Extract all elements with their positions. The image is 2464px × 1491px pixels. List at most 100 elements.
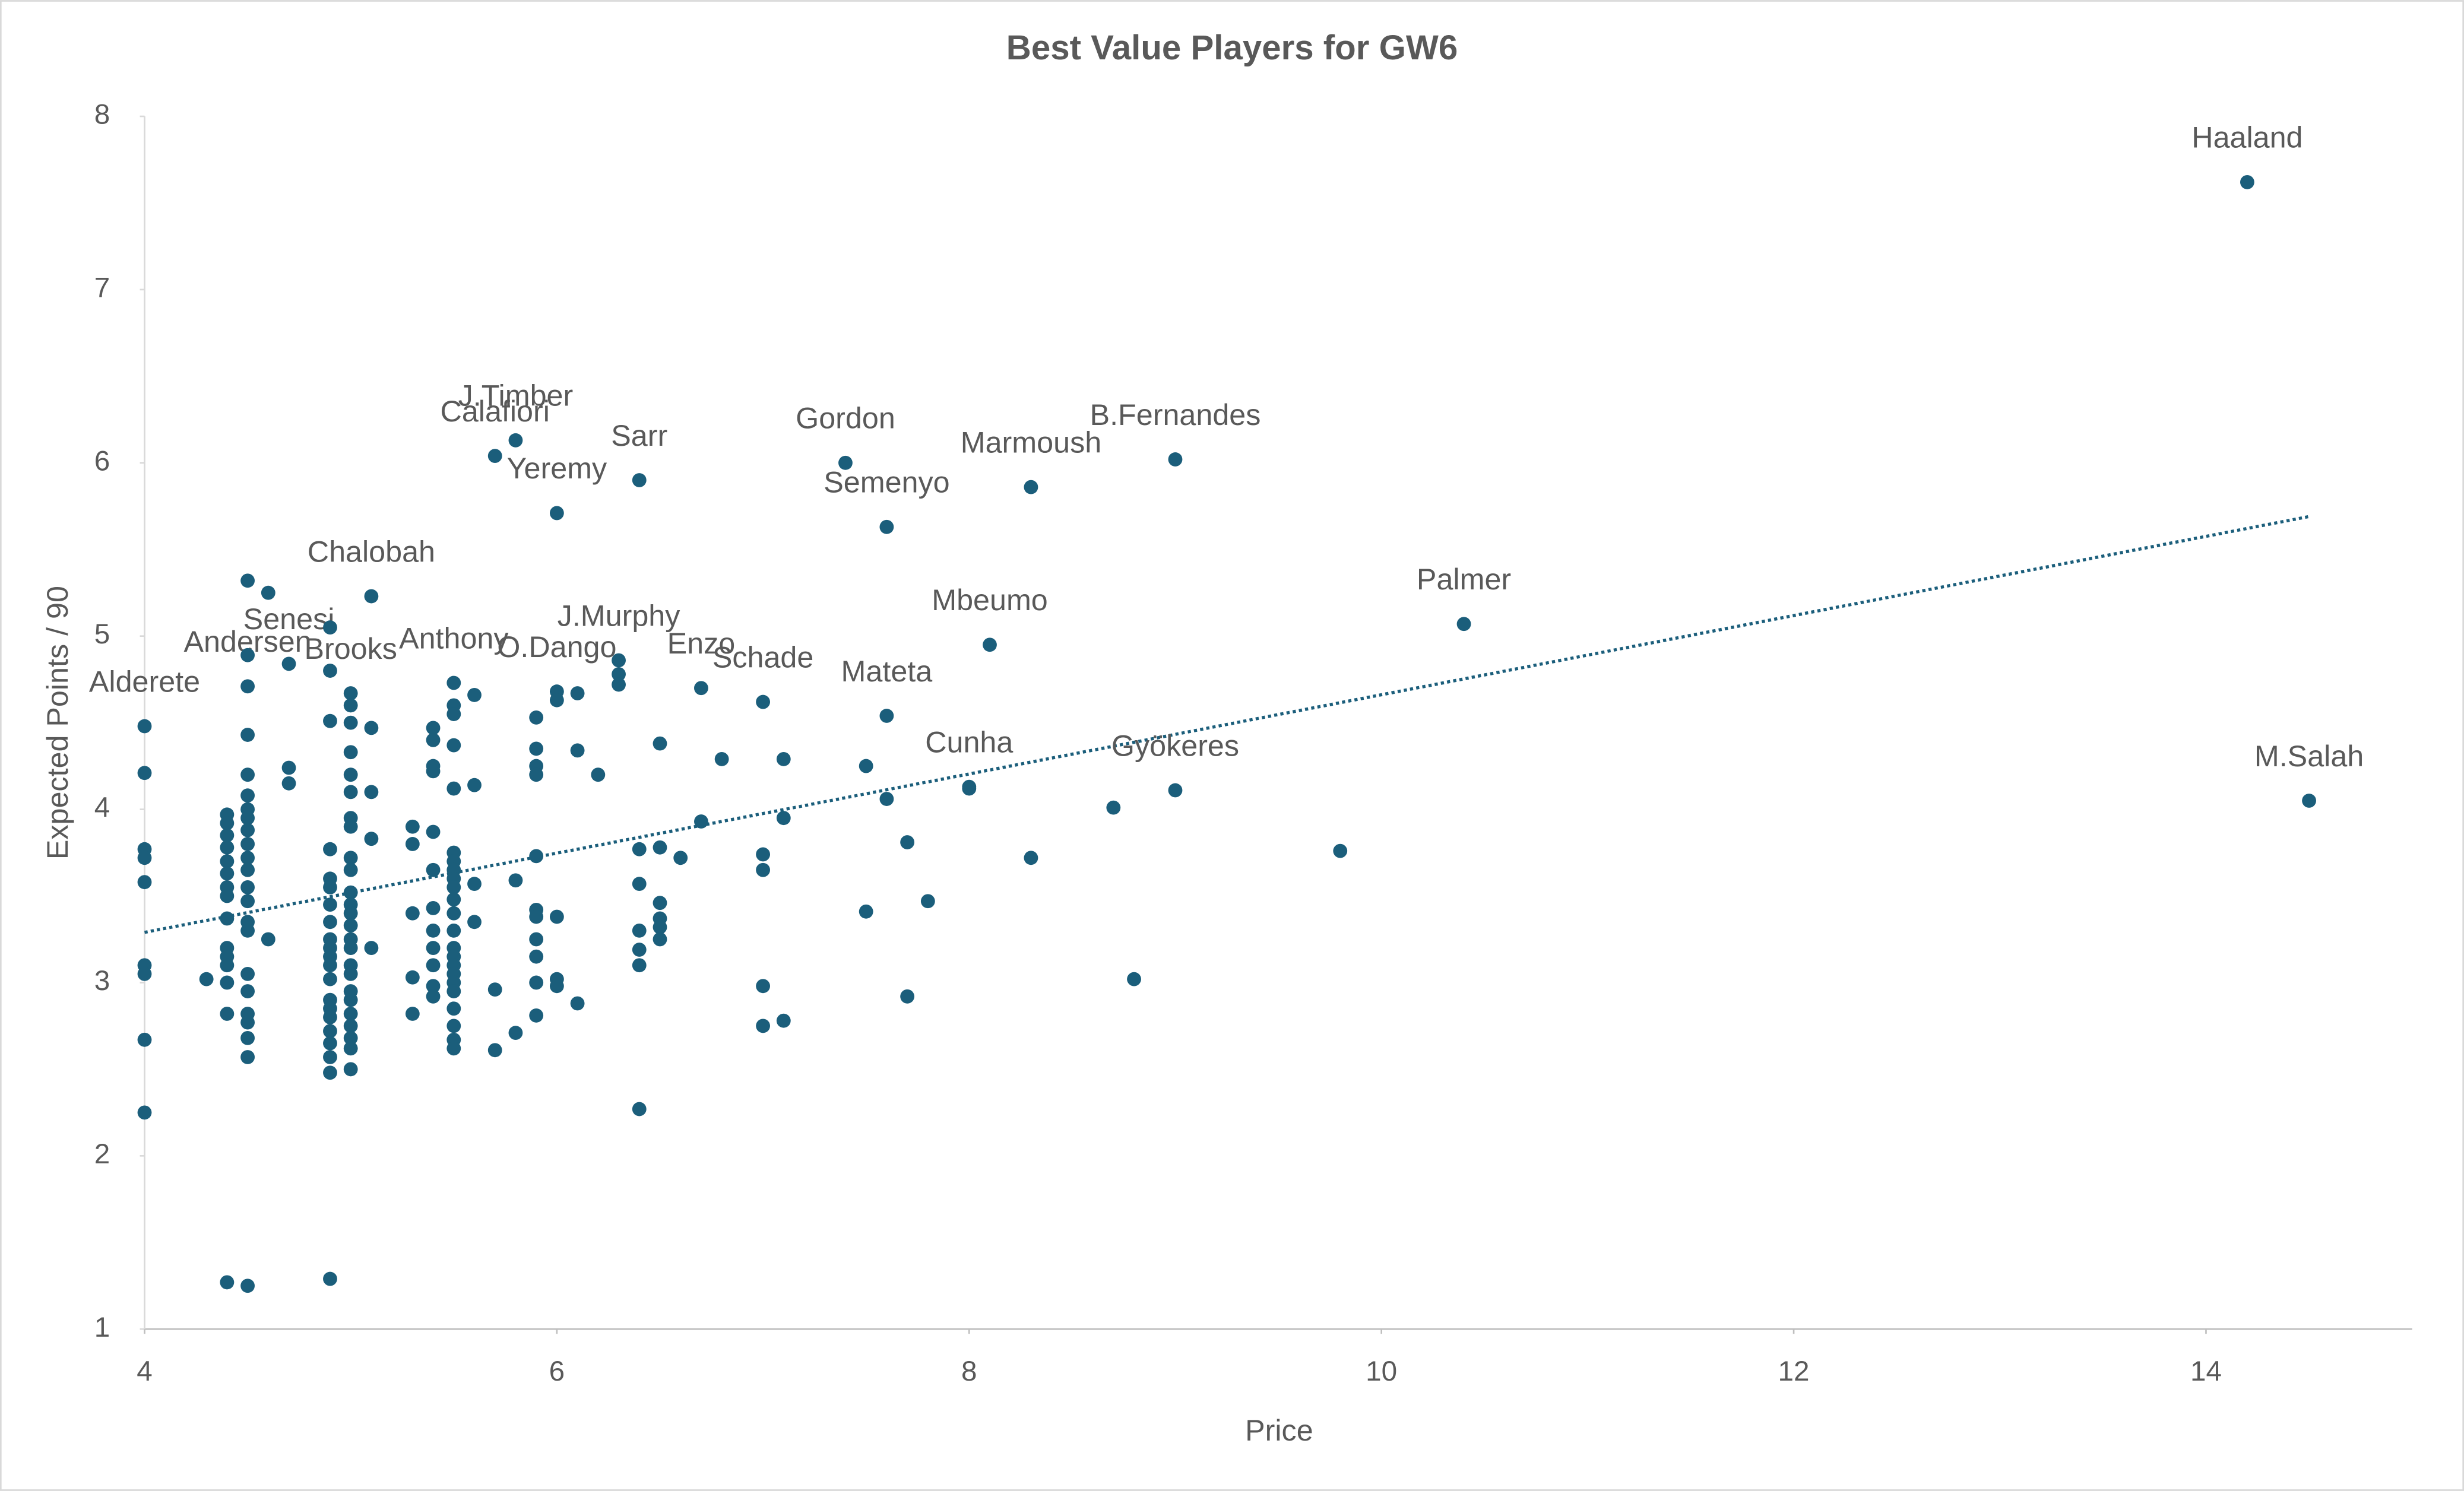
point (2240, 175, 2254, 189)
point (364, 785, 379, 800)
point (612, 653, 626, 668)
point (364, 941, 379, 955)
data-label: Mateta (841, 654, 933, 688)
point (343, 851, 358, 865)
point (653, 736, 667, 751)
point (426, 979, 441, 994)
point (1106, 800, 1121, 815)
point (529, 949, 544, 964)
point (632, 943, 647, 957)
point (426, 923, 441, 938)
point (446, 906, 461, 921)
point (323, 915, 337, 930)
point (508, 1026, 523, 1040)
point (220, 1007, 235, 1021)
point (405, 837, 420, 851)
point (240, 1030, 255, 1045)
data-label: Senesi (243, 602, 335, 636)
x-tick-label: 14 (2190, 1356, 2222, 1387)
point (137, 851, 152, 865)
point (240, 923, 255, 938)
point (549, 506, 564, 521)
point (983, 637, 997, 652)
point (240, 1015, 255, 1030)
point (323, 1065, 337, 1080)
point (240, 984, 255, 998)
point (343, 698, 358, 713)
point (529, 849, 544, 864)
point (281, 760, 296, 775)
point (756, 847, 770, 862)
point (1456, 617, 1471, 632)
point (220, 816, 235, 830)
point (529, 932, 544, 947)
point (612, 667, 626, 681)
point (879, 792, 894, 806)
data-label: Sarr (611, 418, 667, 452)
point (240, 851, 255, 865)
x-tick-label: 8 (961, 1356, 977, 1387)
data-label: Yeremy (507, 451, 607, 485)
y-tick-label: 1 (94, 1312, 110, 1343)
point (653, 932, 667, 947)
point (220, 975, 235, 990)
point (426, 721, 441, 735)
chart-title: Best Value Players for GW6 (1006, 28, 1458, 67)
point (261, 932, 275, 947)
point (570, 743, 585, 758)
point (343, 966, 358, 981)
data-label: Enzo (667, 626, 736, 660)
point (240, 788, 255, 803)
point (240, 1279, 255, 1293)
point (343, 819, 358, 834)
point (612, 677, 626, 692)
point (467, 778, 482, 792)
point (756, 979, 770, 994)
point (323, 972, 337, 986)
point (632, 842, 647, 856)
x-axis-title: Price (1245, 1413, 1313, 1447)
data-label: Gordon (796, 401, 895, 435)
point (220, 958, 235, 973)
point (529, 710, 544, 725)
point (1024, 851, 1038, 865)
point (220, 1275, 235, 1290)
data-label: Gyökeres (1111, 728, 1239, 762)
point (632, 473, 647, 487)
x-tick-label: 6 (549, 1356, 565, 1387)
point (199, 972, 214, 986)
point (137, 1105, 152, 1120)
data-label: Schade (712, 640, 813, 674)
point (549, 693, 564, 708)
point (261, 585, 275, 600)
point (343, 885, 358, 900)
y-tick-label: 4 (94, 792, 110, 823)
point (240, 728, 255, 742)
point (323, 620, 337, 635)
point (364, 589, 379, 604)
point (529, 1008, 544, 1023)
y-tick-label: 8 (94, 99, 110, 131)
point (714, 752, 729, 766)
point (467, 688, 482, 702)
point (323, 1036, 337, 1051)
point (343, 906, 358, 921)
point (446, 1019, 461, 1033)
point (838, 455, 853, 470)
point (343, 767, 358, 782)
data-label: Palmer (1417, 562, 1511, 596)
point (137, 875, 152, 890)
point (220, 840, 235, 855)
data-label: J.Murphy (558, 598, 681, 632)
data-label: Haaland (2191, 120, 2303, 154)
point (240, 862, 255, 877)
point (446, 984, 461, 998)
data-label: B.Fernandes (1090, 398, 1261, 432)
point (467, 877, 482, 891)
point (426, 862, 441, 877)
point (632, 958, 647, 973)
data-label: Marmoush (961, 425, 1101, 459)
point (240, 679, 255, 694)
point (323, 664, 337, 678)
